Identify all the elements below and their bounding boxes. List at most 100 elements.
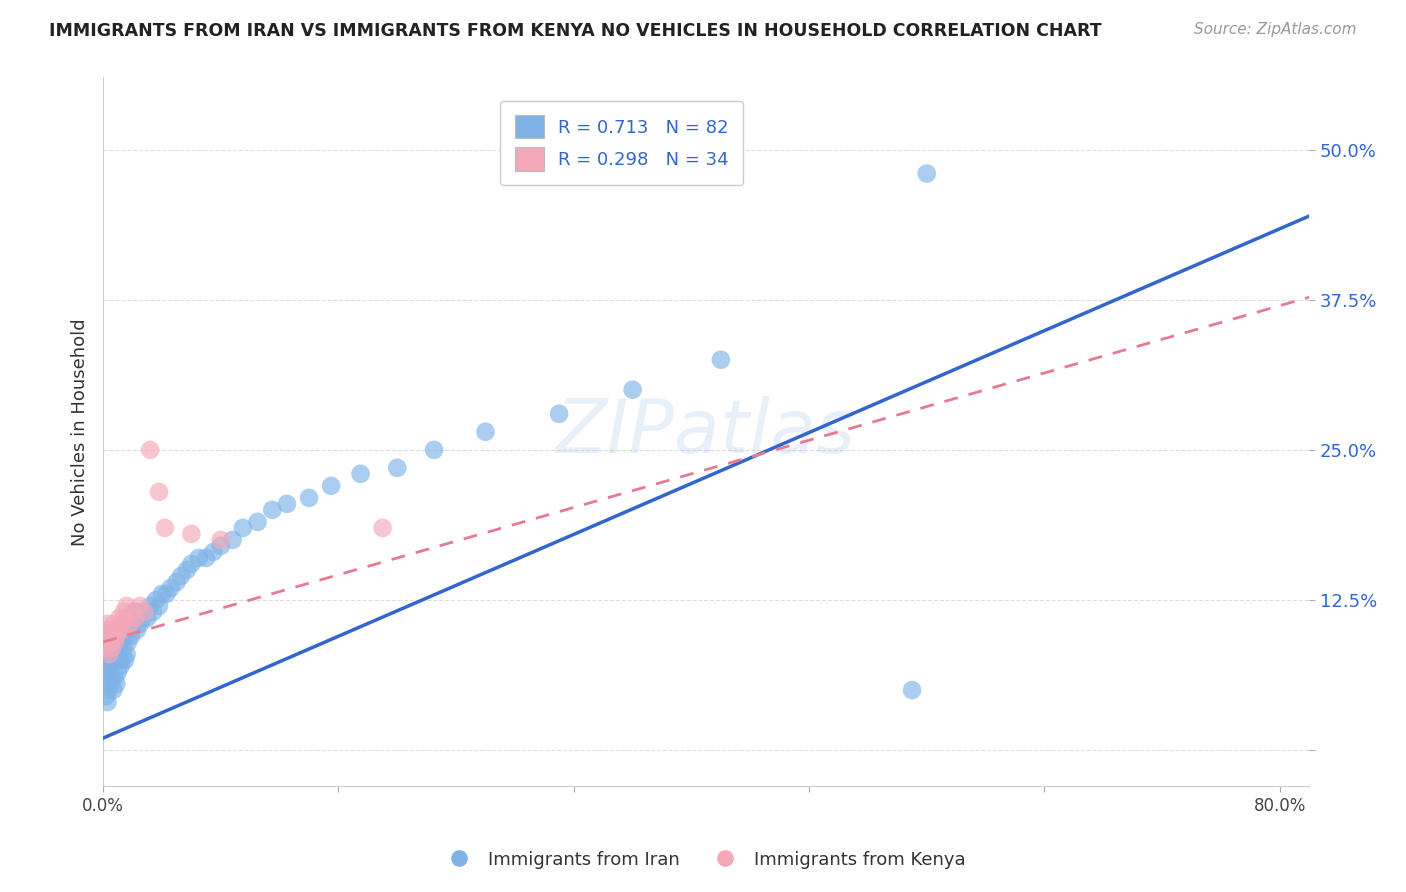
Point <box>101 671 124 685</box>
Point <box>202 545 225 559</box>
Point <box>232 521 254 535</box>
Point <box>298 491 321 505</box>
Point <box>115 623 138 637</box>
Point <box>101 629 124 643</box>
Point <box>107 665 129 679</box>
Point <box>103 635 125 649</box>
Point <box>98 629 121 643</box>
Point <box>100 623 122 637</box>
Point <box>166 574 188 589</box>
Point <box>114 629 136 643</box>
Point <box>103 683 125 698</box>
Point <box>112 623 135 637</box>
Point <box>142 605 165 619</box>
Legend: R = 0.713   N = 82, R = 0.298   N = 34: R = 0.713 N = 82, R = 0.298 N = 34 <box>501 101 744 185</box>
Point <box>105 653 128 667</box>
Point <box>124 611 146 625</box>
Point <box>101 647 124 661</box>
Point <box>103 653 125 667</box>
Point <box>93 640 115 655</box>
Point <box>118 611 141 625</box>
Point <box>100 640 122 655</box>
Point <box>110 635 132 649</box>
Point <box>104 640 127 655</box>
Point <box>371 521 394 535</box>
Point <box>107 623 129 637</box>
Point <box>180 527 202 541</box>
Point <box>134 605 156 619</box>
Point <box>103 617 125 632</box>
Point <box>114 653 136 667</box>
Point <box>96 647 118 661</box>
Point <box>474 425 496 439</box>
Point <box>148 484 170 499</box>
Point <box>93 671 115 685</box>
Point <box>150 587 173 601</box>
Point <box>96 665 118 679</box>
Text: ZIPatlas: ZIPatlas <box>557 396 856 467</box>
Point <box>115 599 138 613</box>
Point <box>148 599 170 613</box>
Point <box>121 611 143 625</box>
Point <box>105 629 128 643</box>
Point <box>124 605 146 619</box>
Point <box>387 460 409 475</box>
Point <box>132 611 155 625</box>
Point <box>187 550 209 565</box>
Point <box>548 407 571 421</box>
Point <box>101 640 124 655</box>
Point <box>155 587 177 601</box>
Point <box>110 617 132 632</box>
Point <box>105 629 128 643</box>
Point <box>195 550 218 565</box>
Point <box>105 677 128 691</box>
Point <box>246 515 269 529</box>
Y-axis label: No Vehicles in Household: No Vehicles in Household <box>72 318 89 546</box>
Point <box>139 599 162 613</box>
Point <box>423 442 446 457</box>
Point <box>104 623 127 637</box>
Point <box>915 167 938 181</box>
Point <box>111 653 134 667</box>
Point <box>129 599 152 613</box>
Point <box>901 683 924 698</box>
Point <box>710 352 733 367</box>
Point <box>112 640 135 655</box>
Point <box>129 617 152 632</box>
Point <box>176 563 198 577</box>
Point <box>103 629 125 643</box>
Point <box>170 569 193 583</box>
Point <box>96 629 118 643</box>
Point <box>107 640 129 655</box>
Point <box>100 635 122 649</box>
Point <box>120 629 142 643</box>
Point <box>159 581 181 595</box>
Point <box>145 593 167 607</box>
Point <box>319 479 342 493</box>
Point <box>349 467 371 481</box>
Point <box>104 671 127 685</box>
Point <box>122 617 145 632</box>
Point <box>114 611 136 625</box>
Point <box>139 442 162 457</box>
Point <box>125 623 148 637</box>
Point <box>100 677 122 691</box>
Point <box>115 647 138 661</box>
Point <box>262 503 284 517</box>
Point <box>153 521 176 535</box>
Point <box>108 635 131 649</box>
Point <box>621 383 644 397</box>
Point <box>112 605 135 619</box>
Point <box>98 683 121 698</box>
Point <box>104 629 127 643</box>
Point <box>96 695 118 709</box>
Point <box>104 635 127 649</box>
Point <box>221 533 243 547</box>
Point <box>111 623 134 637</box>
Point <box>108 611 131 625</box>
Point <box>136 611 159 625</box>
Point <box>98 653 121 667</box>
Point <box>111 629 134 643</box>
Point <box>110 659 132 673</box>
Point <box>209 539 232 553</box>
